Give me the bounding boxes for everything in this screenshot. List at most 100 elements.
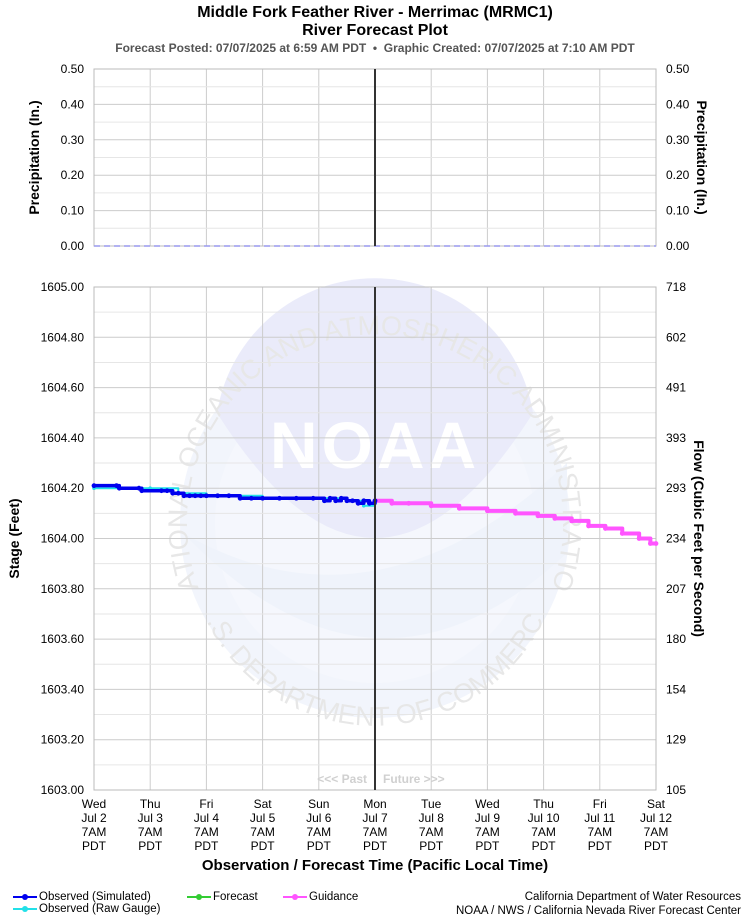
precip-tick-left: 0.50: [61, 62, 85, 76]
x-axis-label: Observation / Forecast Time (Pacific Loc…: [202, 857, 548, 874]
stage-tick-left: 1603.60: [41, 632, 85, 646]
stage-tick-left: 1604.40: [41, 431, 85, 445]
guidance-point: [513, 510, 518, 516]
x-tick-label: Sat Jul 12 7AM PDT: [640, 797, 672, 853]
credit-line-2: NOAA / NWS / California Nevada River For…: [455, 905, 741, 917]
x-tick-label: Thu Jul 10 7AM PDT: [528, 797, 560, 853]
flow-tick-right: 718: [666, 280, 686, 294]
observed-simulated-point: [215, 493, 221, 499]
watermark-noaa-text: NOAA: [270, 408, 480, 482]
observed-simulated-point: [361, 498, 367, 504]
precip-tick-right: 0.30: [666, 133, 690, 147]
flow-tick-right: 154: [666, 682, 686, 696]
precip-tick-left: 0.20: [61, 168, 85, 182]
stage-tick-left: 1604.20: [41, 481, 85, 495]
guidance-point: [569, 518, 575, 524]
observed-simulated-line: [94, 483, 377, 506]
guidance-point: [619, 531, 625, 536]
precip-tick-right: 0.10: [666, 204, 690, 218]
precip-tick-left: 0.30: [61, 133, 85, 147]
observed-simulated-point: [350, 498, 355, 504]
observed-simulated-point: [164, 488, 170, 494]
legend-label-forecast: Forecast: [213, 891, 258, 903]
guidance-point: [389, 500, 395, 506]
flow-tick-right: 234: [666, 532, 686, 546]
observed-simulated-point: [310, 495, 316, 501]
precip-tick-right: 0.40: [666, 97, 690, 111]
x-tick-label: Fri Jul 4 7AM PDT: [194, 797, 220, 853]
flow-tick-right: 293: [666, 481, 686, 495]
stage-tick-left: 1603.80: [41, 582, 85, 596]
guidance-point: [552, 515, 558, 521]
precip-tick-right: 0.50: [666, 62, 690, 76]
observed-simulated-point: [322, 498, 327, 504]
legend-symbol-forecast: [187, 894, 211, 900]
chart-subtitle: Forecast Posted: 07/07/2025 at 6:59 AM P…: [115, 41, 635, 55]
observed-simulated-point: [355, 500, 361, 506]
flow-tick-right: 393: [666, 431, 686, 445]
guidance-point: [428, 503, 434, 509]
observed-simulated-point: [277, 495, 282, 501]
stage-tick-left: 1603.00: [41, 783, 85, 797]
precip-tick-left: 0.10: [61, 204, 85, 218]
observed-simulated-point: [327, 495, 333, 501]
guidance-point: [653, 541, 659, 546]
flow-tick-right: 180: [666, 632, 686, 646]
observed-simulated-point: [139, 488, 145, 494]
observed-simulated-point: [187, 493, 192, 499]
observed-simulated-point: [159, 488, 164, 494]
guidance-point: [406, 500, 412, 506]
observed-simulated-point: [344, 498, 350, 504]
chart-title-line1: Middle Fork Feather River - Merrimac (MR…: [197, 4, 553, 21]
guidance-point: [636, 536, 642, 541]
x-tick-label: Fri Jul 11 7AM PDT: [584, 797, 615, 853]
x-tick-label: Wed Jul 9 7AM PDT: [475, 797, 501, 853]
guidance-point: [647, 541, 653, 546]
precip-ylabel-left: Precipitation (In.): [26, 100, 42, 214]
noaa-watermark: NOAANATIONAL OCEANIC AND ATMOSPHERIC ADM…: [0, 0, 587, 732]
flow-tick-right: 207: [666, 582, 686, 596]
precip-tick-right: 0.20: [666, 168, 690, 182]
observed-simulated-point: [226, 493, 232, 499]
chart-title-line2: River Forecast Plot: [302, 22, 448, 39]
stage-tick-left: 1603.20: [41, 733, 85, 747]
precip-tick-right: 0.00: [666, 239, 690, 253]
stage-tick-left: 1604.60: [41, 381, 85, 395]
flow-tick-right: 602: [666, 330, 686, 344]
legend-symbol-observed-simulated: [13, 894, 37, 900]
flow-tick-right: 491: [666, 381, 686, 395]
stage-tick-left: 1605.00: [41, 280, 85, 294]
flow-tick-right: 129: [666, 733, 686, 747]
legend-label-observed-simulated: Observed (Simulated): [39, 891, 151, 903]
legend-label-guidance: Guidance: [309, 891, 359, 903]
past-label: <<< Past: [317, 772, 367, 786]
legend-symbol-observed-raw: [13, 906, 37, 912]
credit-line-1: California Department of Water Resources: [524, 891, 741, 903]
observed-simulated-point: [170, 490, 176, 496]
x-tick-label: Wed Jul 2 7AM PDT: [81, 797, 107, 853]
observed-simulated-point: [293, 495, 299, 501]
guidance-point: [603, 526, 608, 531]
observed-simulated-point: [260, 495, 265, 501]
guidance-point: [535, 513, 541, 519]
guidance-point: [586, 523, 591, 529]
observed-simulated-point: [338, 495, 344, 501]
observed-simulated-point: [237, 495, 243, 501]
watermark-wave: [183, 463, 567, 639]
x-tick-label: Sat Jul 5 7AM PDT: [250, 797, 276, 853]
guidance-point: [485, 508, 490, 514]
flow-ylabel-right: Flow (Cubic Feet per Second): [691, 440, 707, 637]
x-tick-label: Tue Jul 8 7AM PDT: [419, 797, 445, 853]
stage-tick-left: 1604.00: [41, 532, 85, 546]
observed-simulated-point: [248, 495, 254, 501]
observed-simulated-point: [91, 483, 97, 489]
stage-tick-left: 1604.80: [41, 330, 85, 344]
observed-simulated-point: [366, 500, 372, 506]
observed-simulated-point: [192, 493, 198, 499]
observed-simulated-point: [204, 493, 209, 499]
x-tick-label: Thu Jul 3 7AM PDT: [138, 797, 164, 853]
stage-ylabel-left: Stage (Feet): [6, 498, 22, 578]
precip-tick-left: 0.40: [61, 97, 85, 111]
guidance-point: [456, 505, 462, 511]
